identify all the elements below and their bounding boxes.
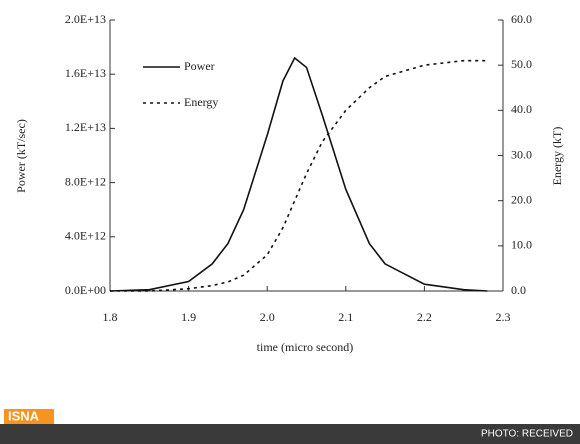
y2-tick-label: 20.0 bbox=[511, 192, 532, 206]
y2-axis-label: Energy (kT) bbox=[550, 127, 564, 186]
x-tick-label: 2.2 bbox=[417, 310, 432, 324]
y2-tick-label: 30.0 bbox=[511, 147, 532, 161]
series-line bbox=[109, 56, 488, 292]
footer: ISNA PHOTO: RECEIVED bbox=[4, 408, 573, 440]
footer-bar bbox=[0, 424, 580, 444]
x-tick-label: 2.3 bbox=[496, 310, 511, 324]
credit: PHOTO: RECEIVED bbox=[481, 429, 573, 440]
logo-box bbox=[4, 409, 54, 424]
series-line bbox=[110, 59, 488, 292]
y-tick-label: 2.0E+13 bbox=[65, 12, 106, 26]
logo: ISNA bbox=[8, 408, 40, 423]
y-tick-label: 1.2E+13 bbox=[65, 120, 106, 134]
y-tick-label: 4.0E+12 bbox=[65, 229, 106, 243]
y-axis-label: Power (kT/sec) bbox=[14, 119, 28, 193]
legend-label: Power bbox=[184, 59, 215, 73]
x-tick-label: 2.1 bbox=[338, 310, 353, 324]
x-axis-label: time (micro second) bbox=[257, 340, 354, 354]
x-tick-label: 1.9 bbox=[181, 310, 196, 324]
x-tick-label: 2.0 bbox=[260, 310, 275, 324]
y2-tick-label: 60.0 bbox=[511, 12, 532, 26]
y2-tick-label: 40.0 bbox=[511, 102, 532, 116]
y2-tick-label: 0.0 bbox=[511, 283, 526, 297]
y2-tick-label: 10.0 bbox=[511, 238, 532, 252]
legend-label: Energy bbox=[184, 95, 218, 109]
y-tick-label: 8.0E+12 bbox=[65, 174, 106, 188]
x-tick-label: 1.8 bbox=[103, 310, 118, 324]
y-tick-label: 0.0E+00 bbox=[65, 283, 106, 297]
y2-tick-label: 50.0 bbox=[511, 57, 532, 71]
y-tick-label: 1.6E+13 bbox=[65, 66, 106, 80]
